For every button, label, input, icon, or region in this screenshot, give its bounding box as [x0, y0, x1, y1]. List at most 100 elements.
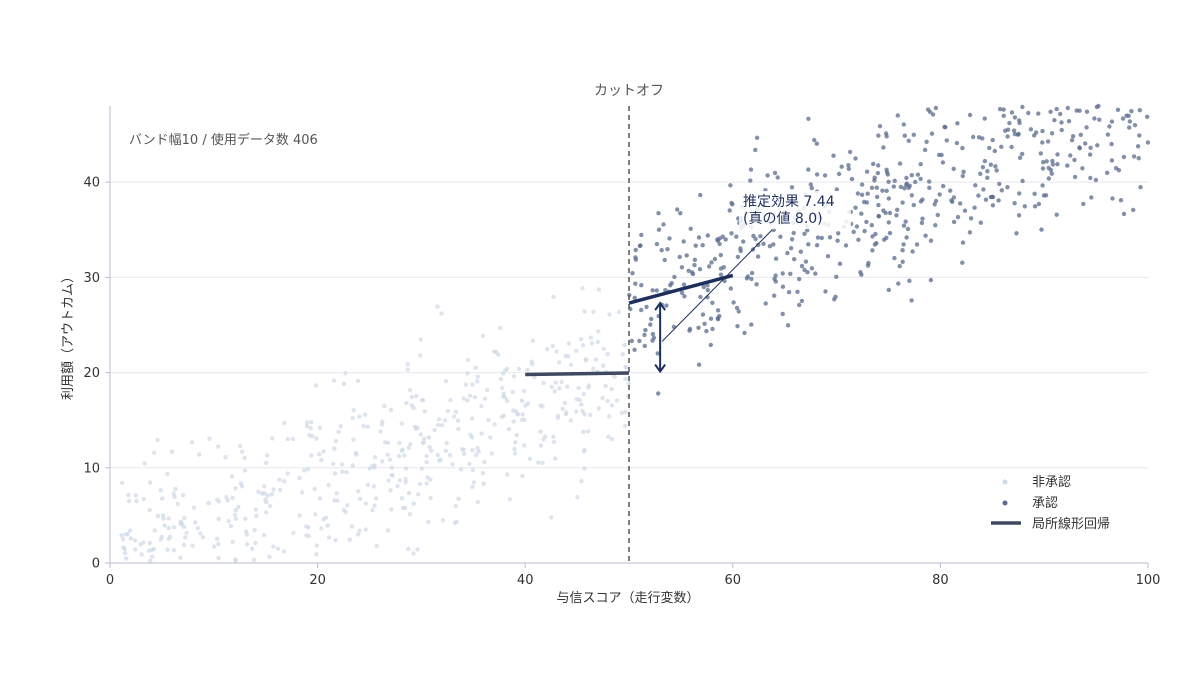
untreated-point [422, 409, 427, 414]
untreated-point [406, 490, 412, 496]
treated-point [896, 281, 901, 286]
untreated-point [480, 333, 486, 338]
untreated-point [609, 436, 614, 442]
treated-point [661, 222, 666, 227]
untreated-point [332, 446, 337, 451]
treated-point [911, 132, 916, 137]
treated-point [1115, 107, 1121, 113]
treated-point [985, 175, 990, 180]
treated-point [1001, 107, 1006, 112]
treated-point [968, 216, 974, 221]
untreated-point [429, 448, 434, 453]
untreated-point [313, 512, 318, 517]
untreated-point [404, 400, 409, 406]
treated-point [1065, 163, 1070, 168]
untreated-point [424, 453, 429, 459]
legend-marker-treated [1002, 500, 1008, 506]
treated-point [950, 199, 955, 204]
treated-point [654, 288, 659, 293]
untreated-point [411, 501, 416, 506]
untreated-point [256, 489, 261, 495]
untreated-point [480, 471, 486, 476]
treated-point [891, 184, 896, 189]
untreated-point [426, 519, 431, 525]
treated-point [902, 186, 907, 191]
untreated-point [275, 546, 281, 551]
untreated-point [442, 418, 448, 423]
untreated-point [622, 342, 627, 348]
treated-point [802, 231, 807, 236]
untreated-point [267, 503, 273, 509]
treated-point [990, 137, 995, 143]
untreated-point [557, 360, 562, 365]
untreated-point [484, 387, 490, 393]
untreated-point [549, 384, 554, 390]
untreated-point [475, 445, 480, 451]
untreated-point [520, 412, 525, 417]
untreated-point [349, 524, 355, 529]
treated-point [894, 213, 899, 218]
treated-point [708, 342, 713, 348]
treated-point [705, 233, 710, 238]
treated-point [869, 185, 875, 190]
untreated-point [574, 397, 580, 402]
treated-point [1017, 120, 1022, 126]
treated-point [914, 242, 920, 247]
treated-point [836, 231, 841, 236]
treated-point [649, 316, 654, 322]
untreated-point [601, 363, 606, 368]
treated-point [809, 266, 815, 271]
treated-point [785, 323, 791, 328]
untreated-point [453, 503, 458, 509]
untreated-point [319, 457, 324, 463]
treated-point [871, 161, 876, 167]
untreated-point [297, 513, 302, 518]
treated-point [789, 237, 795, 242]
legend: 非承認 承認 局所線形回帰 [991, 474, 1110, 532]
treated-point [884, 188, 889, 193]
treated-point [1066, 119, 1072, 124]
treated-point [849, 176, 855, 182]
treated-point [681, 239, 686, 244]
untreated-point [498, 325, 503, 331]
untreated-point [314, 436, 319, 441]
treated-point [900, 200, 905, 205]
untreated-point [169, 449, 175, 454]
treated-point [1137, 133, 1142, 138]
untreated-point [184, 530, 189, 536]
treated-point [923, 233, 928, 238]
treated-point [976, 193, 981, 198]
treated-point [920, 216, 925, 221]
treated-point [727, 208, 732, 213]
untreated-point [551, 439, 557, 445]
treated-point [886, 220, 891, 225]
untreated-point [155, 513, 161, 519]
untreated-point [538, 443, 544, 448]
treated-point [688, 226, 693, 231]
untreated-point [265, 493, 270, 498]
treated-point [1001, 113, 1006, 119]
annotation-true-value-text: (真の値 8.0) [743, 211, 823, 227]
treated-point [637, 338, 642, 344]
treated-point [1110, 196, 1115, 201]
untreated-point [150, 554, 155, 559]
untreated-point [588, 412, 593, 418]
treated-point [880, 188, 885, 193]
untreated-point [536, 460, 541, 465]
untreated-point [357, 496, 363, 502]
legend-marker-untreated [1002, 479, 1008, 485]
untreated-point [420, 398, 425, 403]
treated-point [814, 141, 819, 146]
untreated-point [620, 352, 625, 357]
untreated-point [281, 549, 287, 554]
treated-point [1145, 114, 1150, 120]
untreated-point [334, 491, 339, 496]
treated-point [639, 232, 644, 238]
treated-point [944, 138, 949, 143]
treated-point [1041, 160, 1046, 165]
treated-point [927, 109, 933, 115]
untreated-point [197, 452, 202, 457]
untreated-point [519, 417, 525, 422]
untreated-point [191, 505, 197, 510]
